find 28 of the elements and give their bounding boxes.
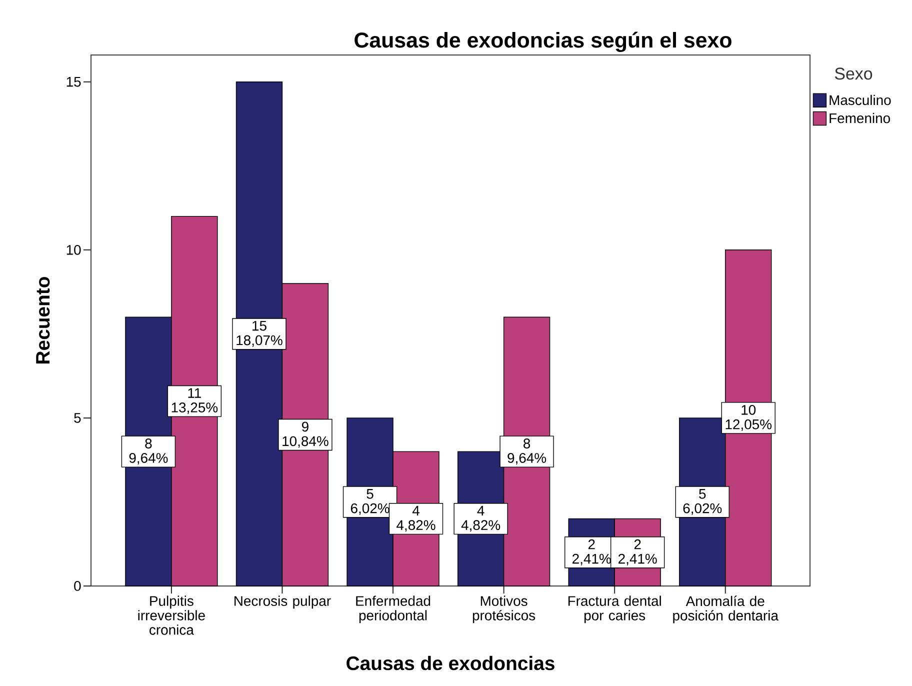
x-tick-label: Necrosis pulpar <box>234 596 331 609</box>
y-axis-title: Recuento <box>36 276 50 364</box>
legend-label: Femenino <box>830 112 890 124</box>
y-tick-label: 10 <box>66 244 81 255</box>
data-label: 5 6,02% <box>683 489 722 515</box>
x-axis-title: Causas de exodoncias <box>346 656 554 670</box>
x-tick-label: Pulpitis irreversible cronica <box>138 596 205 635</box>
x-tick-label: Enfermedad periodontal <box>356 596 430 624</box>
data-label: 4 4,82% <box>461 506 500 532</box>
data-label: 11 13,25% <box>172 388 218 414</box>
data-label: 15 18,07% <box>236 321 282 347</box>
y-tick-label: 0 <box>74 581 81 591</box>
data-label: 2 2,41% <box>618 539 657 566</box>
data-label: 9 10,84% <box>282 422 328 448</box>
x-tick-label: Anomalía de posición dentaria <box>673 596 778 624</box>
data-label: 2 2,41% <box>572 539 611 566</box>
data-label: 10 12,05% <box>726 404 772 431</box>
chart-title: Causas de exodoncias según el sexo <box>354 32 732 52</box>
data-label: 8 9,64% <box>508 438 546 465</box>
x-tick-label: Motivos protésicos <box>472 596 536 624</box>
y-tick-label: 15 <box>66 77 81 87</box>
data-label: 4 4,82% <box>396 506 436 532</box>
data-label: 8 9,64% <box>129 438 168 465</box>
data-label: 5 6,02% <box>350 489 390 515</box>
x-tick-label: Fractura dental por caries <box>568 596 661 624</box>
y-tick-label: 5 <box>74 413 81 423</box>
legend-title: Sexo <box>834 68 872 80</box>
legend-label: Masculino <box>830 94 891 106</box>
